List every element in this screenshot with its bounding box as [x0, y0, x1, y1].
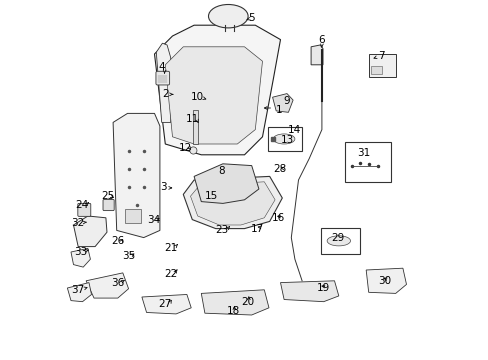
Polygon shape: [201, 290, 268, 315]
Polygon shape: [190, 182, 275, 225]
Text: 34: 34: [147, 215, 160, 225]
Text: 30: 30: [378, 276, 391, 286]
Text: 8: 8: [217, 166, 224, 176]
Polygon shape: [165, 47, 262, 144]
Text: 18: 18: [226, 306, 240, 316]
Polygon shape: [156, 43, 170, 122]
Text: 26: 26: [111, 236, 124, 246]
Polygon shape: [67, 283, 91, 302]
Text: 6: 6: [318, 35, 325, 45]
FancyBboxPatch shape: [156, 71, 169, 85]
FancyBboxPatch shape: [78, 203, 91, 216]
Polygon shape: [194, 164, 258, 203]
Bar: [193, 110, 197, 144]
Text: 2: 2: [162, 89, 168, 99]
Text: 4: 4: [158, 62, 164, 72]
Bar: [267, 127, 302, 151]
Text: 27: 27: [158, 299, 172, 309]
Bar: [320, 228, 360, 254]
Polygon shape: [142, 294, 191, 314]
Polygon shape: [310, 45, 322, 65]
Polygon shape: [272, 94, 292, 112]
Text: 20: 20: [241, 297, 254, 307]
Text: 15: 15: [204, 191, 218, 201]
Text: 23: 23: [215, 225, 228, 235]
Text: 14: 14: [288, 125, 301, 135]
Text: 25: 25: [101, 191, 114, 201]
Text: 22: 22: [164, 269, 177, 279]
Text: 21: 21: [164, 243, 177, 253]
Text: 19: 19: [316, 283, 330, 293]
Text: 17: 17: [250, 224, 263, 234]
Text: 36: 36: [111, 278, 124, 288]
Text: 31: 31: [356, 148, 369, 158]
Text: 24: 24: [75, 200, 88, 210]
Text: 5: 5: [248, 13, 254, 23]
Text: 1: 1: [275, 105, 282, 115]
Text: 7: 7: [377, 51, 384, 61]
Polygon shape: [280, 281, 338, 302]
Ellipse shape: [326, 236, 350, 246]
Text: 10: 10: [191, 92, 204, 102]
Polygon shape: [366, 268, 406, 293]
Polygon shape: [183, 176, 282, 229]
Ellipse shape: [208, 5, 247, 28]
Polygon shape: [113, 113, 160, 238]
Text: 28: 28: [273, 164, 286, 174]
Bar: [125, 209, 141, 223]
Text: 13: 13: [280, 135, 293, 145]
Bar: [368, 54, 395, 77]
Text: 29: 29: [331, 233, 344, 243]
Text: 35: 35: [122, 251, 135, 261]
Circle shape: [189, 147, 197, 154]
Text: 33: 33: [74, 247, 87, 257]
Text: 12: 12: [178, 143, 191, 153]
Text: 16: 16: [271, 213, 285, 223]
Text: 9: 9: [283, 96, 290, 106]
FancyBboxPatch shape: [103, 199, 114, 211]
Text: 37: 37: [71, 285, 84, 295]
Polygon shape: [86, 273, 128, 298]
Polygon shape: [73, 216, 107, 247]
Text: 3: 3: [160, 182, 166, 192]
Text: 32: 32: [71, 218, 84, 228]
Ellipse shape: [273, 134, 294, 144]
Polygon shape: [71, 248, 90, 267]
Bar: [370, 66, 381, 74]
Polygon shape: [154, 25, 280, 155]
Text: 11: 11: [185, 114, 199, 124]
Bar: [344, 142, 390, 182]
